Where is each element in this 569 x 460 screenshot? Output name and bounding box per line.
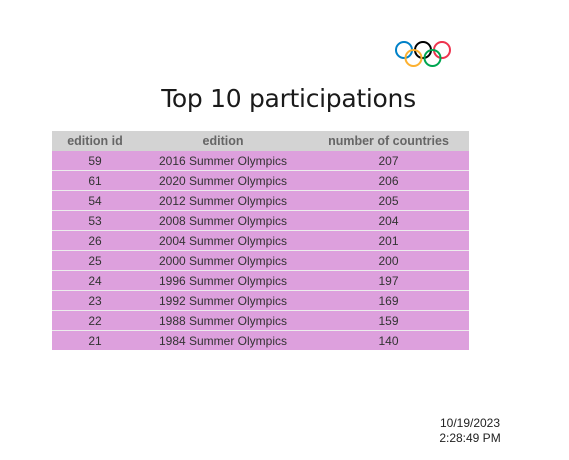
cell-edition-id: 21: [52, 330, 138, 350]
table-row: 54 2012 Summer Olympics 205: [52, 190, 469, 211]
cell-number-of-countries: 197: [308, 270, 469, 291]
cell-edition: 2008 Summer Olympics: [138, 210, 308, 231]
cell-number-of-countries: 140: [308, 330, 469, 350]
cell-edition-id: 23: [52, 290, 138, 311]
table-row: 26 2004 Summer Olympics 201: [52, 230, 469, 251]
cell-edition: 2000 Summer Olympics: [138, 250, 308, 271]
cell-edition: 1996 Summer Olympics: [138, 270, 308, 291]
timestamp-time: 2:28:49 PM: [439, 431, 501, 445]
cell-edition: 2016 Summer Olympics: [138, 151, 308, 171]
cell-number-of-countries: 169: [308, 290, 469, 311]
table-row: 24 1996 Summer Olympics 197: [52, 270, 469, 291]
cell-number-of-countries: 206: [308, 170, 469, 191]
column-header-edition[interactable]: edition: [138, 131, 308, 151]
cell-number-of-countries: 207: [308, 151, 469, 171]
participations-table-container: edition id edition number of countries 5…: [52, 131, 469, 350]
table-header-row: edition id edition number of countries: [52, 131, 469, 151]
cell-edition-id: 61: [52, 170, 138, 191]
cell-number-of-countries: 204: [308, 210, 469, 231]
page-title: Top 10 participations: [161, 84, 416, 113]
table-row: 59 2016 Summer Olympics 207: [52, 151, 469, 171]
cell-edition: 1984 Summer Olympics: [138, 330, 308, 350]
olympic-ring-yellow: [404, 49, 423, 67]
timestamp: 10/19/2023 2:28:49 PM: [430, 416, 510, 446]
cell-edition-id: 53: [52, 210, 138, 231]
cell-edition: 2004 Summer Olympics: [138, 230, 308, 251]
column-header-edition-id[interactable]: edition id: [52, 131, 138, 151]
olympic-ring-green: [423, 49, 442, 67]
table-row: 61 2020 Summer Olympics 206: [52, 170, 469, 191]
cell-number-of-countries: 159: [308, 310, 469, 331]
olympic-rings-icon: [395, 41, 451, 67]
cell-edition-id: 54: [52, 190, 138, 211]
cell-edition: 1992 Summer Olympics: [138, 290, 308, 311]
cell-number-of-countries: 201: [308, 230, 469, 251]
cell-edition: 2020 Summer Olympics: [138, 170, 308, 191]
timestamp-date: 10/19/2023: [439, 416, 501, 430]
cell-number-of-countries: 200: [308, 250, 469, 271]
cell-edition-id: 22: [52, 310, 138, 331]
table-row: 22 1988 Summer Olympics 159: [52, 310, 469, 331]
cell-edition-id: 59: [52, 151, 138, 171]
table-row: 21 1984 Summer Olympics 140: [52, 330, 469, 350]
table-row: 25 2000 Summer Olympics 200: [52, 250, 469, 271]
cell-edition: 2012 Summer Olympics: [138, 190, 308, 211]
cell-edition-id: 24: [52, 270, 138, 291]
cell-number-of-countries: 205: [308, 190, 469, 211]
participations-table: edition id edition number of countries 5…: [52, 131, 469, 350]
cell-edition: 1988 Summer Olympics: [138, 310, 308, 331]
cell-edition-id: 25: [52, 250, 138, 271]
column-header-number-of-countries[interactable]: number of countries: [308, 131, 469, 151]
table-row: 23 1992 Summer Olympics 169: [52, 290, 469, 311]
cell-edition-id: 26: [52, 230, 138, 251]
table-row: 53 2008 Summer Olympics 204: [52, 210, 469, 231]
